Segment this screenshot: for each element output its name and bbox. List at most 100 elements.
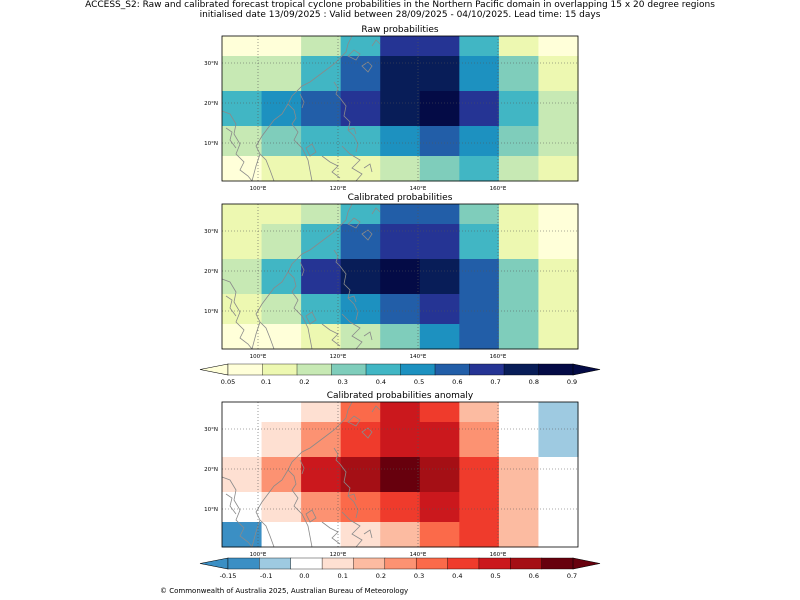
anomaly-cell xyxy=(340,422,381,458)
anom-colorbar-swatch xyxy=(290,557,323,570)
anomaly-coastline-segment xyxy=(305,509,317,523)
anomaly-coastline-segment xyxy=(221,476,253,548)
prob-colorbar-swatch xyxy=(538,363,574,376)
raw-cell xyxy=(301,91,342,127)
raw-cell xyxy=(538,126,579,157)
raw-cell xyxy=(459,126,500,157)
prob-colorbar-swatch xyxy=(400,363,436,376)
raw-cell xyxy=(261,156,302,182)
calibrated-xtick-label: 160°E xyxy=(490,354,507,360)
calibrated-coastline-segment xyxy=(251,259,297,350)
prob-colorbar-label: 0.4 xyxy=(376,378,386,386)
raw-cell xyxy=(261,91,302,127)
raw-ytick-label: 20°N xyxy=(204,101,218,107)
raw-cell xyxy=(538,156,579,182)
calibrated-cells xyxy=(222,204,579,350)
anomaly-coastline-segment xyxy=(295,401,353,459)
raw-cell xyxy=(261,36,302,57)
anomaly-cell xyxy=(301,492,342,523)
anomaly-cell xyxy=(419,402,460,423)
prob-colorbar-label: 0.1 xyxy=(261,378,271,386)
anomaly-cell xyxy=(340,457,381,493)
calibrated-cell xyxy=(222,294,263,325)
anomaly-frame xyxy=(221,401,579,548)
anomaly-coastline-segment xyxy=(341,511,363,548)
calibrated-cell xyxy=(498,224,540,260)
calibrated-cell xyxy=(419,324,460,350)
calibrated-cell xyxy=(222,259,263,295)
anom-colorbar-swatch xyxy=(478,557,511,570)
prob-colorbar-swatch xyxy=(434,363,470,376)
anomaly-cell xyxy=(340,522,381,548)
anom-colorbar-swatch xyxy=(384,557,417,570)
raw-cell xyxy=(459,56,500,92)
anomaly-cell xyxy=(261,457,302,493)
anomaly-cell xyxy=(261,422,302,458)
calibrated-cell xyxy=(459,204,500,225)
calibrated-cell xyxy=(261,204,302,225)
raw-coastline-segment xyxy=(225,127,237,149)
raw-cell xyxy=(340,126,381,157)
calibrated-coastline-segment xyxy=(287,271,313,350)
calibrated-cell xyxy=(261,324,302,350)
raw-cell xyxy=(419,126,460,157)
prob-colorbar-label: 0.3 xyxy=(338,378,348,386)
calibrated-coastline-segment xyxy=(363,331,373,341)
raw-cell xyxy=(538,91,579,127)
calibrated-cell xyxy=(340,224,381,260)
anomaly-cell xyxy=(538,522,579,548)
anom-colorbar-swatch xyxy=(259,557,292,570)
anom-colorbar-label: 0.4 xyxy=(452,572,462,580)
prob-colorbar-swatch xyxy=(503,363,539,376)
anomaly-cell xyxy=(222,492,263,523)
calibrated-ytick-label: 20°N xyxy=(204,269,218,275)
prob-colorbar-extend-low xyxy=(199,363,229,376)
figure-title-line1: ACCESS_S2: Raw and calibrated forecast t… xyxy=(85,0,715,10)
calibrated-coastline-segment xyxy=(341,313,363,350)
calibrated-cell xyxy=(380,204,421,225)
raw-cell xyxy=(222,91,263,127)
anomaly-cell xyxy=(380,522,421,548)
raw-coastline-segment xyxy=(363,163,373,173)
raw-coastline-segment xyxy=(339,97,359,153)
anom-colorbar-label: -0.1 xyxy=(260,572,273,580)
anomaly-coastline-segment xyxy=(299,459,305,475)
calibrated-cell xyxy=(340,259,381,295)
raw-cell xyxy=(222,36,263,57)
calibrated-coastline-segment xyxy=(371,207,381,215)
raw-coastline-segment xyxy=(361,61,373,73)
anom-colorbar-label: 0.3 xyxy=(414,572,424,580)
raw-ytick-label: 30°N xyxy=(204,61,218,67)
raw-coastline-segment xyxy=(347,127,357,135)
raw-cell xyxy=(419,91,460,127)
raw-ytick-label: 10°N xyxy=(204,141,218,147)
raw-cell xyxy=(459,36,500,57)
calibrated-cell xyxy=(459,259,500,295)
anomaly-ytick-label: 10°N xyxy=(204,507,218,513)
anom-colorbar-label: 0.1 xyxy=(338,572,348,580)
calibrated-cell xyxy=(498,259,540,295)
anomaly-cell xyxy=(380,457,421,493)
raw-cell xyxy=(340,56,381,92)
anomaly-cell xyxy=(222,402,263,423)
anomaly-coastline-segment xyxy=(259,519,275,548)
calibrated-cell xyxy=(498,324,540,350)
anomaly-xtick-label: 140°E xyxy=(410,552,427,558)
anomaly-cell xyxy=(222,457,263,493)
calibrated-cell xyxy=(419,204,460,225)
raw-coastline-segment xyxy=(347,49,361,61)
raw-cell xyxy=(261,56,302,92)
raw-xtick-label: 120°E xyxy=(330,186,347,192)
calibrated-cell xyxy=(301,259,342,295)
raw-cell xyxy=(301,36,342,57)
raw-cell xyxy=(498,91,540,127)
anomaly-cell xyxy=(419,522,460,548)
calibrated-cell xyxy=(459,324,500,350)
anomaly-grid xyxy=(222,402,578,547)
prob-colorbar-swatch xyxy=(262,363,298,376)
calibrated-cell xyxy=(419,259,460,295)
anomaly-coastline-segment xyxy=(225,493,237,515)
calibrated-cell xyxy=(419,294,460,325)
calibrated-cell xyxy=(222,224,263,260)
calibrated-ytick-label: 30°N xyxy=(204,229,218,235)
